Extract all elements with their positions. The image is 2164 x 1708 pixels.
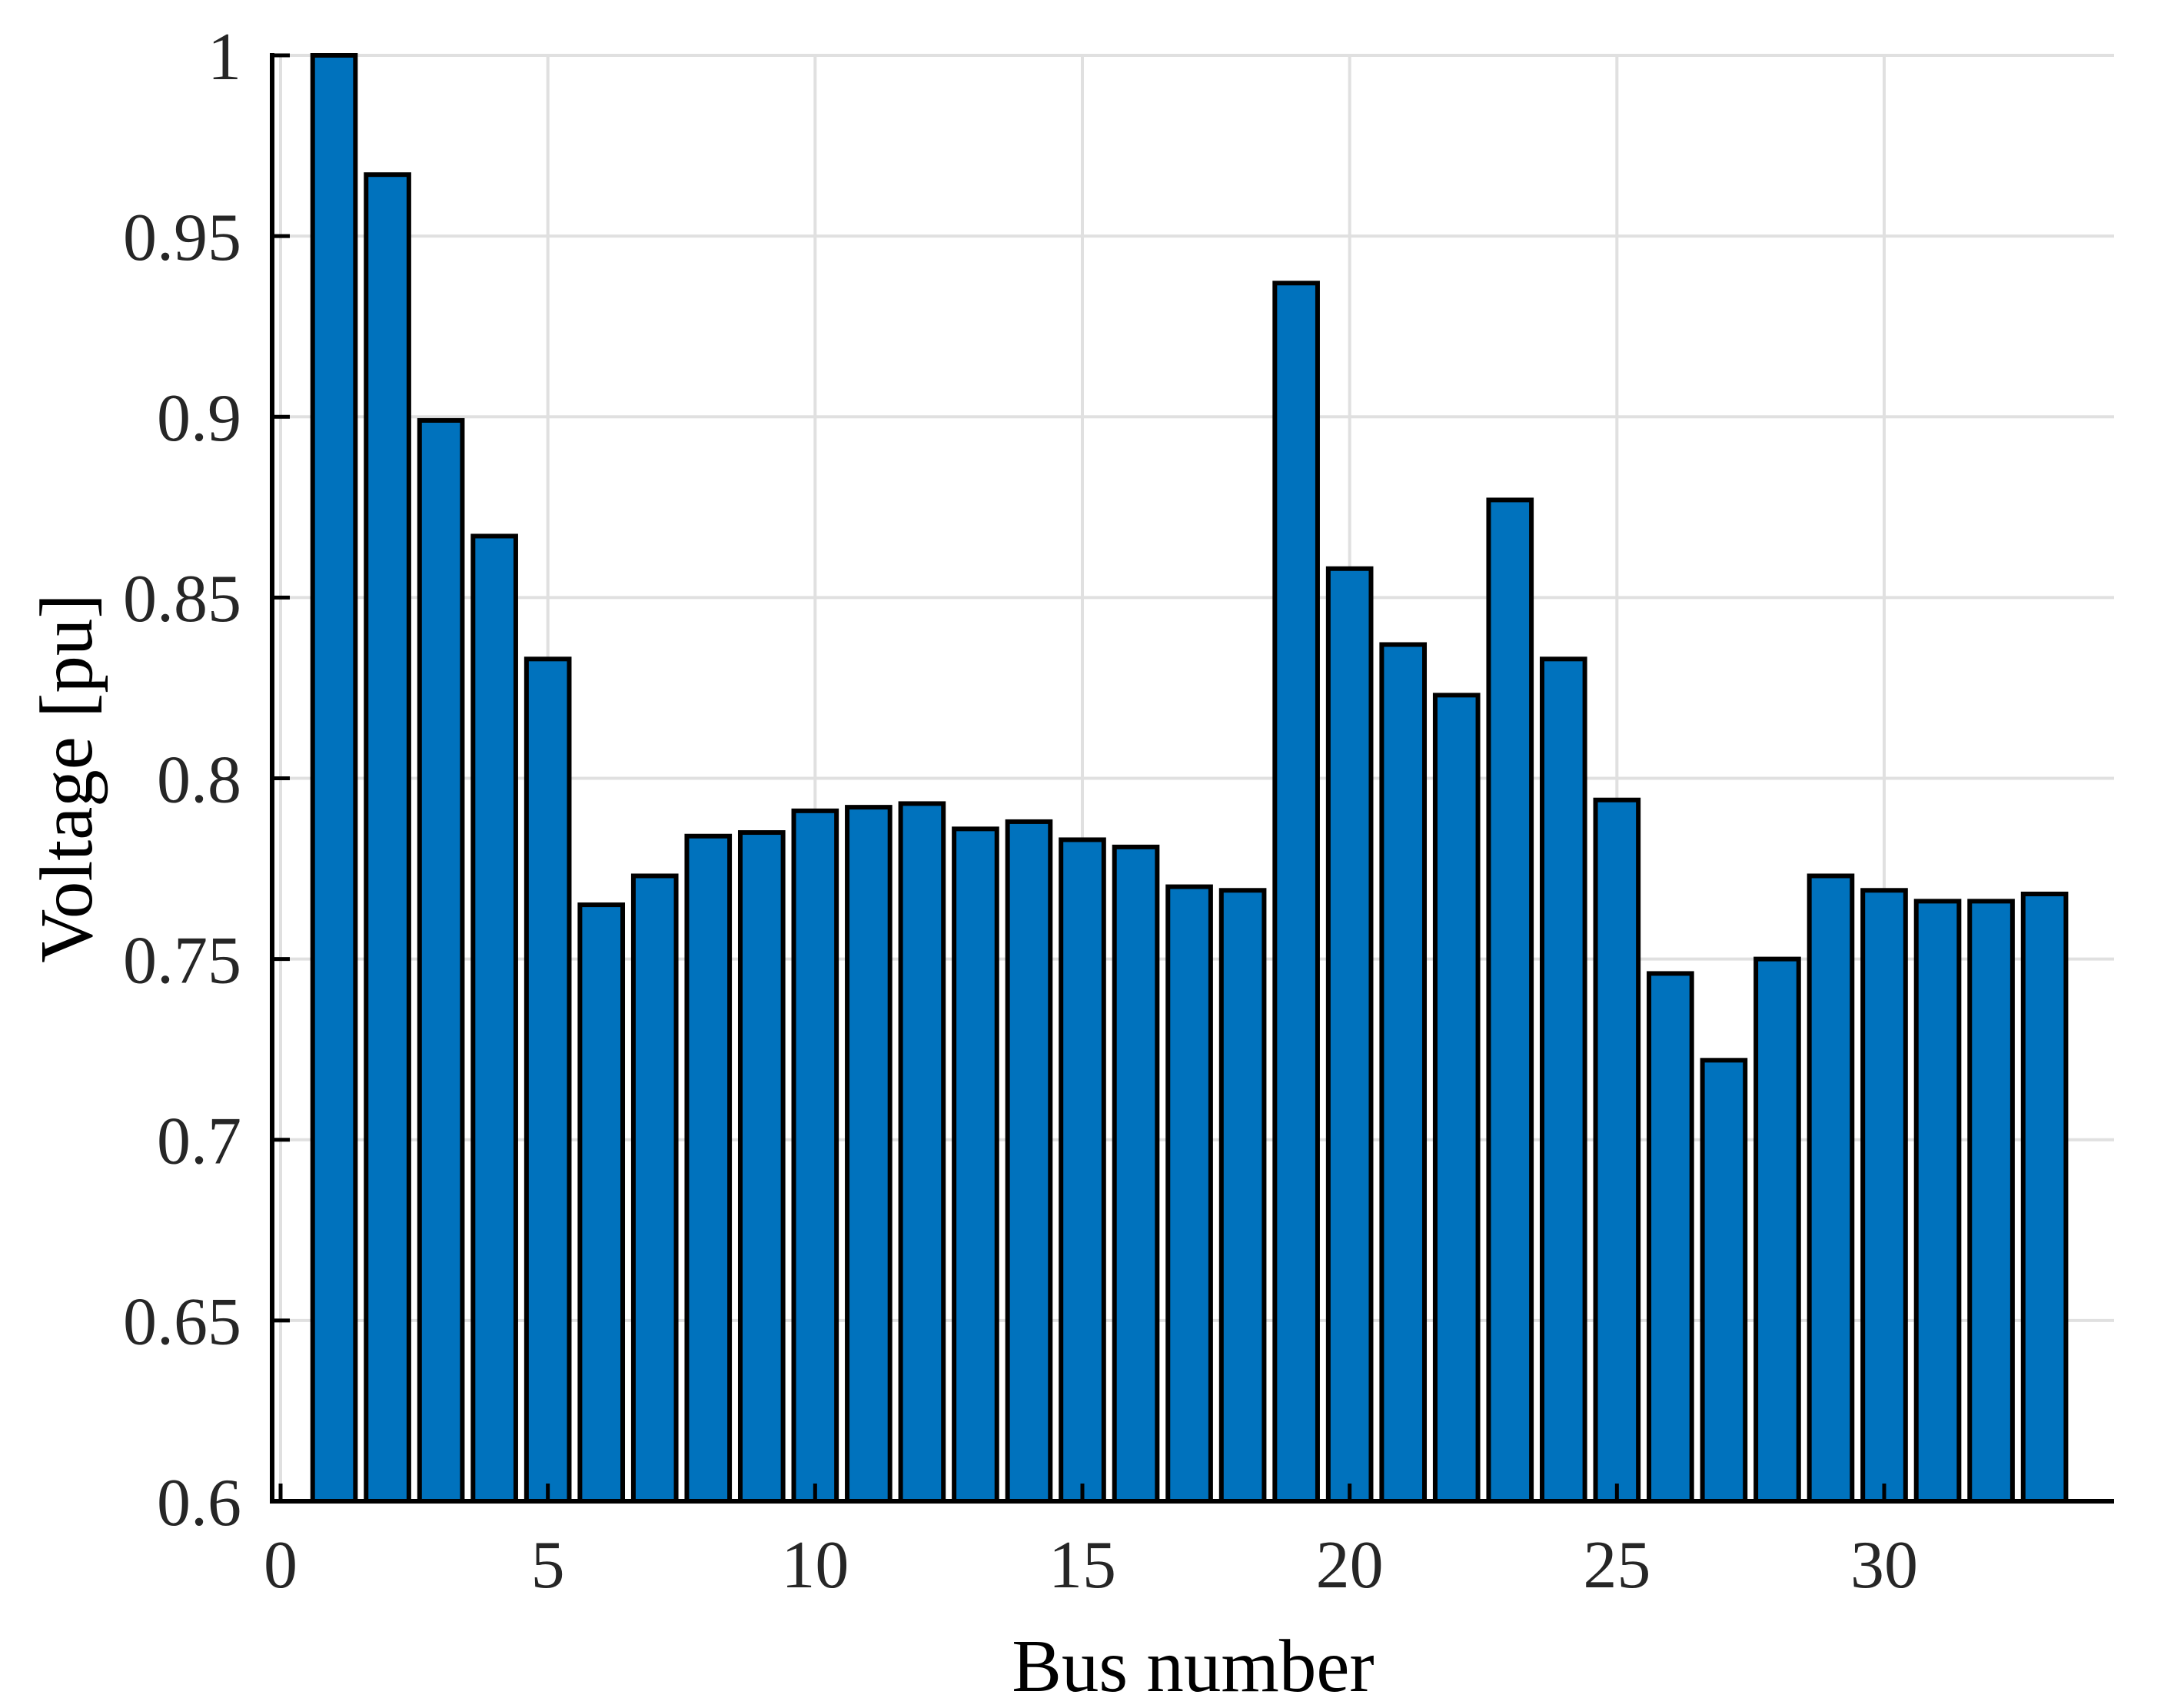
bar-bus-31: [1913, 899, 1962, 1504]
bar-bus-17: [1165, 884, 1213, 1504]
bar-bus-12: [898, 801, 946, 1504]
bar-bus-10: [791, 808, 839, 1504]
bar-bus-30: [1860, 888, 1908, 1504]
y-tick-label: 0.9: [157, 381, 241, 456]
y-tick-label: 0.65: [123, 1285, 241, 1360]
x-tick-label: 30: [1850, 1528, 1918, 1603]
bar-bus-20: [1325, 566, 1374, 1504]
bar-bus-29: [1807, 873, 1855, 1504]
y-tick-label: 0.75: [123, 923, 241, 998]
bar-bus-32: [1967, 899, 2015, 1504]
x-tick-label: 10: [781, 1528, 849, 1603]
x-tick-label: 0: [264, 1528, 298, 1603]
y-tick-label: 1: [208, 20, 241, 95]
bar-bus-33: [2020, 891, 2069, 1504]
bar-bus-13: [952, 826, 999, 1504]
bar-bus-21: [1379, 642, 1428, 1504]
bar-bus-7: [630, 873, 679, 1504]
bar-bus-1: [310, 53, 358, 1504]
y-tick-label: 0.95: [123, 201, 241, 275]
bar-bus-18: [1218, 888, 1267, 1504]
x-tick-label: 15: [1049, 1528, 1116, 1603]
bar-bus-25: [1593, 797, 1641, 1504]
y-tick-label: 0.6: [157, 1466, 241, 1540]
bars: [310, 53, 2069, 1504]
bar-bus-11: [845, 805, 893, 1504]
bar-bus-22: [1432, 693, 1481, 1504]
bar-bus-28: [1753, 956, 1801, 1504]
y-tick-label: 0.85: [123, 562, 241, 636]
bar-bus-3: [417, 417, 465, 1504]
x-tick-label: 5: [531, 1528, 565, 1603]
bar-bus-9: [737, 830, 786, 1504]
bar-bus-4: [470, 533, 518, 1504]
x-tick-label: 25: [1583, 1528, 1650, 1603]
bar-bus-26: [1647, 971, 1694, 1504]
bar-bus-15: [1059, 837, 1106, 1504]
tick-marks: [272, 53, 1886, 1504]
bar-bus-6: [577, 902, 626, 1504]
bar-bus-16: [1112, 844, 1160, 1504]
y-tick-label: 0.8: [157, 743, 241, 817]
x-tick-label: 20: [1316, 1528, 1384, 1603]
bar-bus-23: [1486, 497, 1534, 1504]
bar-bus-24: [1539, 656, 1587, 1504]
bar-bus-14: [1005, 819, 1053, 1504]
y-axis-label: Voltage [pu]: [25, 593, 108, 962]
bar-bus-19: [1272, 281, 1320, 1504]
bar-bus-8: [684, 833, 733, 1504]
bar-bus-2: [364, 172, 411, 1504]
bar-bus-27: [1700, 1058, 1748, 1504]
y-tick-label: 0.7: [157, 1105, 241, 1179]
bar-bus-5: [524, 656, 572, 1504]
x-axis-label: Bus number: [1012, 1625, 1375, 1707]
